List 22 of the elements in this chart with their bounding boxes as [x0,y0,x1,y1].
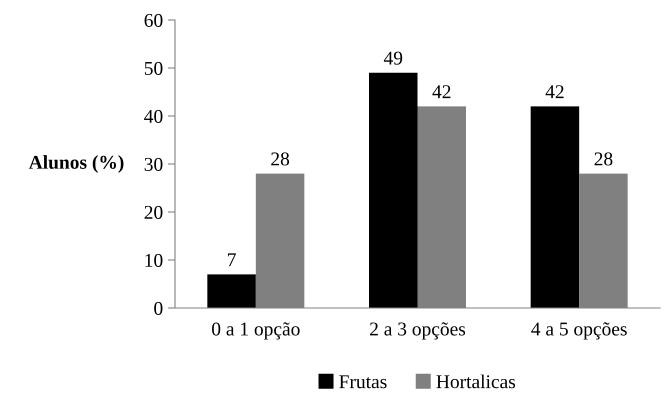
y-tick-label: 30 [144,158,162,171]
data-label: 28 [271,152,290,166]
bar [207,274,256,308]
x-tick-label: 0 a 1 opção [212,322,300,340]
y-axis-title: Alunos (%) [28,155,124,173]
y-tick-label: 0 [154,302,162,315]
bar [530,106,580,308]
y-tick-label: 40 [144,110,162,123]
data-label: 7 [228,253,236,266]
x-tick-label: 2 a 3 opções [370,322,466,340]
data-label: 28 [594,152,612,166]
y-tick-label: 60 [144,14,162,27]
data-label: 42 [546,85,564,98]
bar [369,72,418,308]
y-tick-label: 50 [144,62,162,75]
x-tick-label: 4 a 5 opções [531,322,627,340]
y-tick-label: 20 [144,206,162,219]
legend-label: Frutas [339,375,387,388]
data-label: 49 [384,52,402,65]
y-tick-label: 10 [145,254,162,267]
legend-label: Hortalicas [436,374,516,388]
data-label: 42 [432,85,450,98]
